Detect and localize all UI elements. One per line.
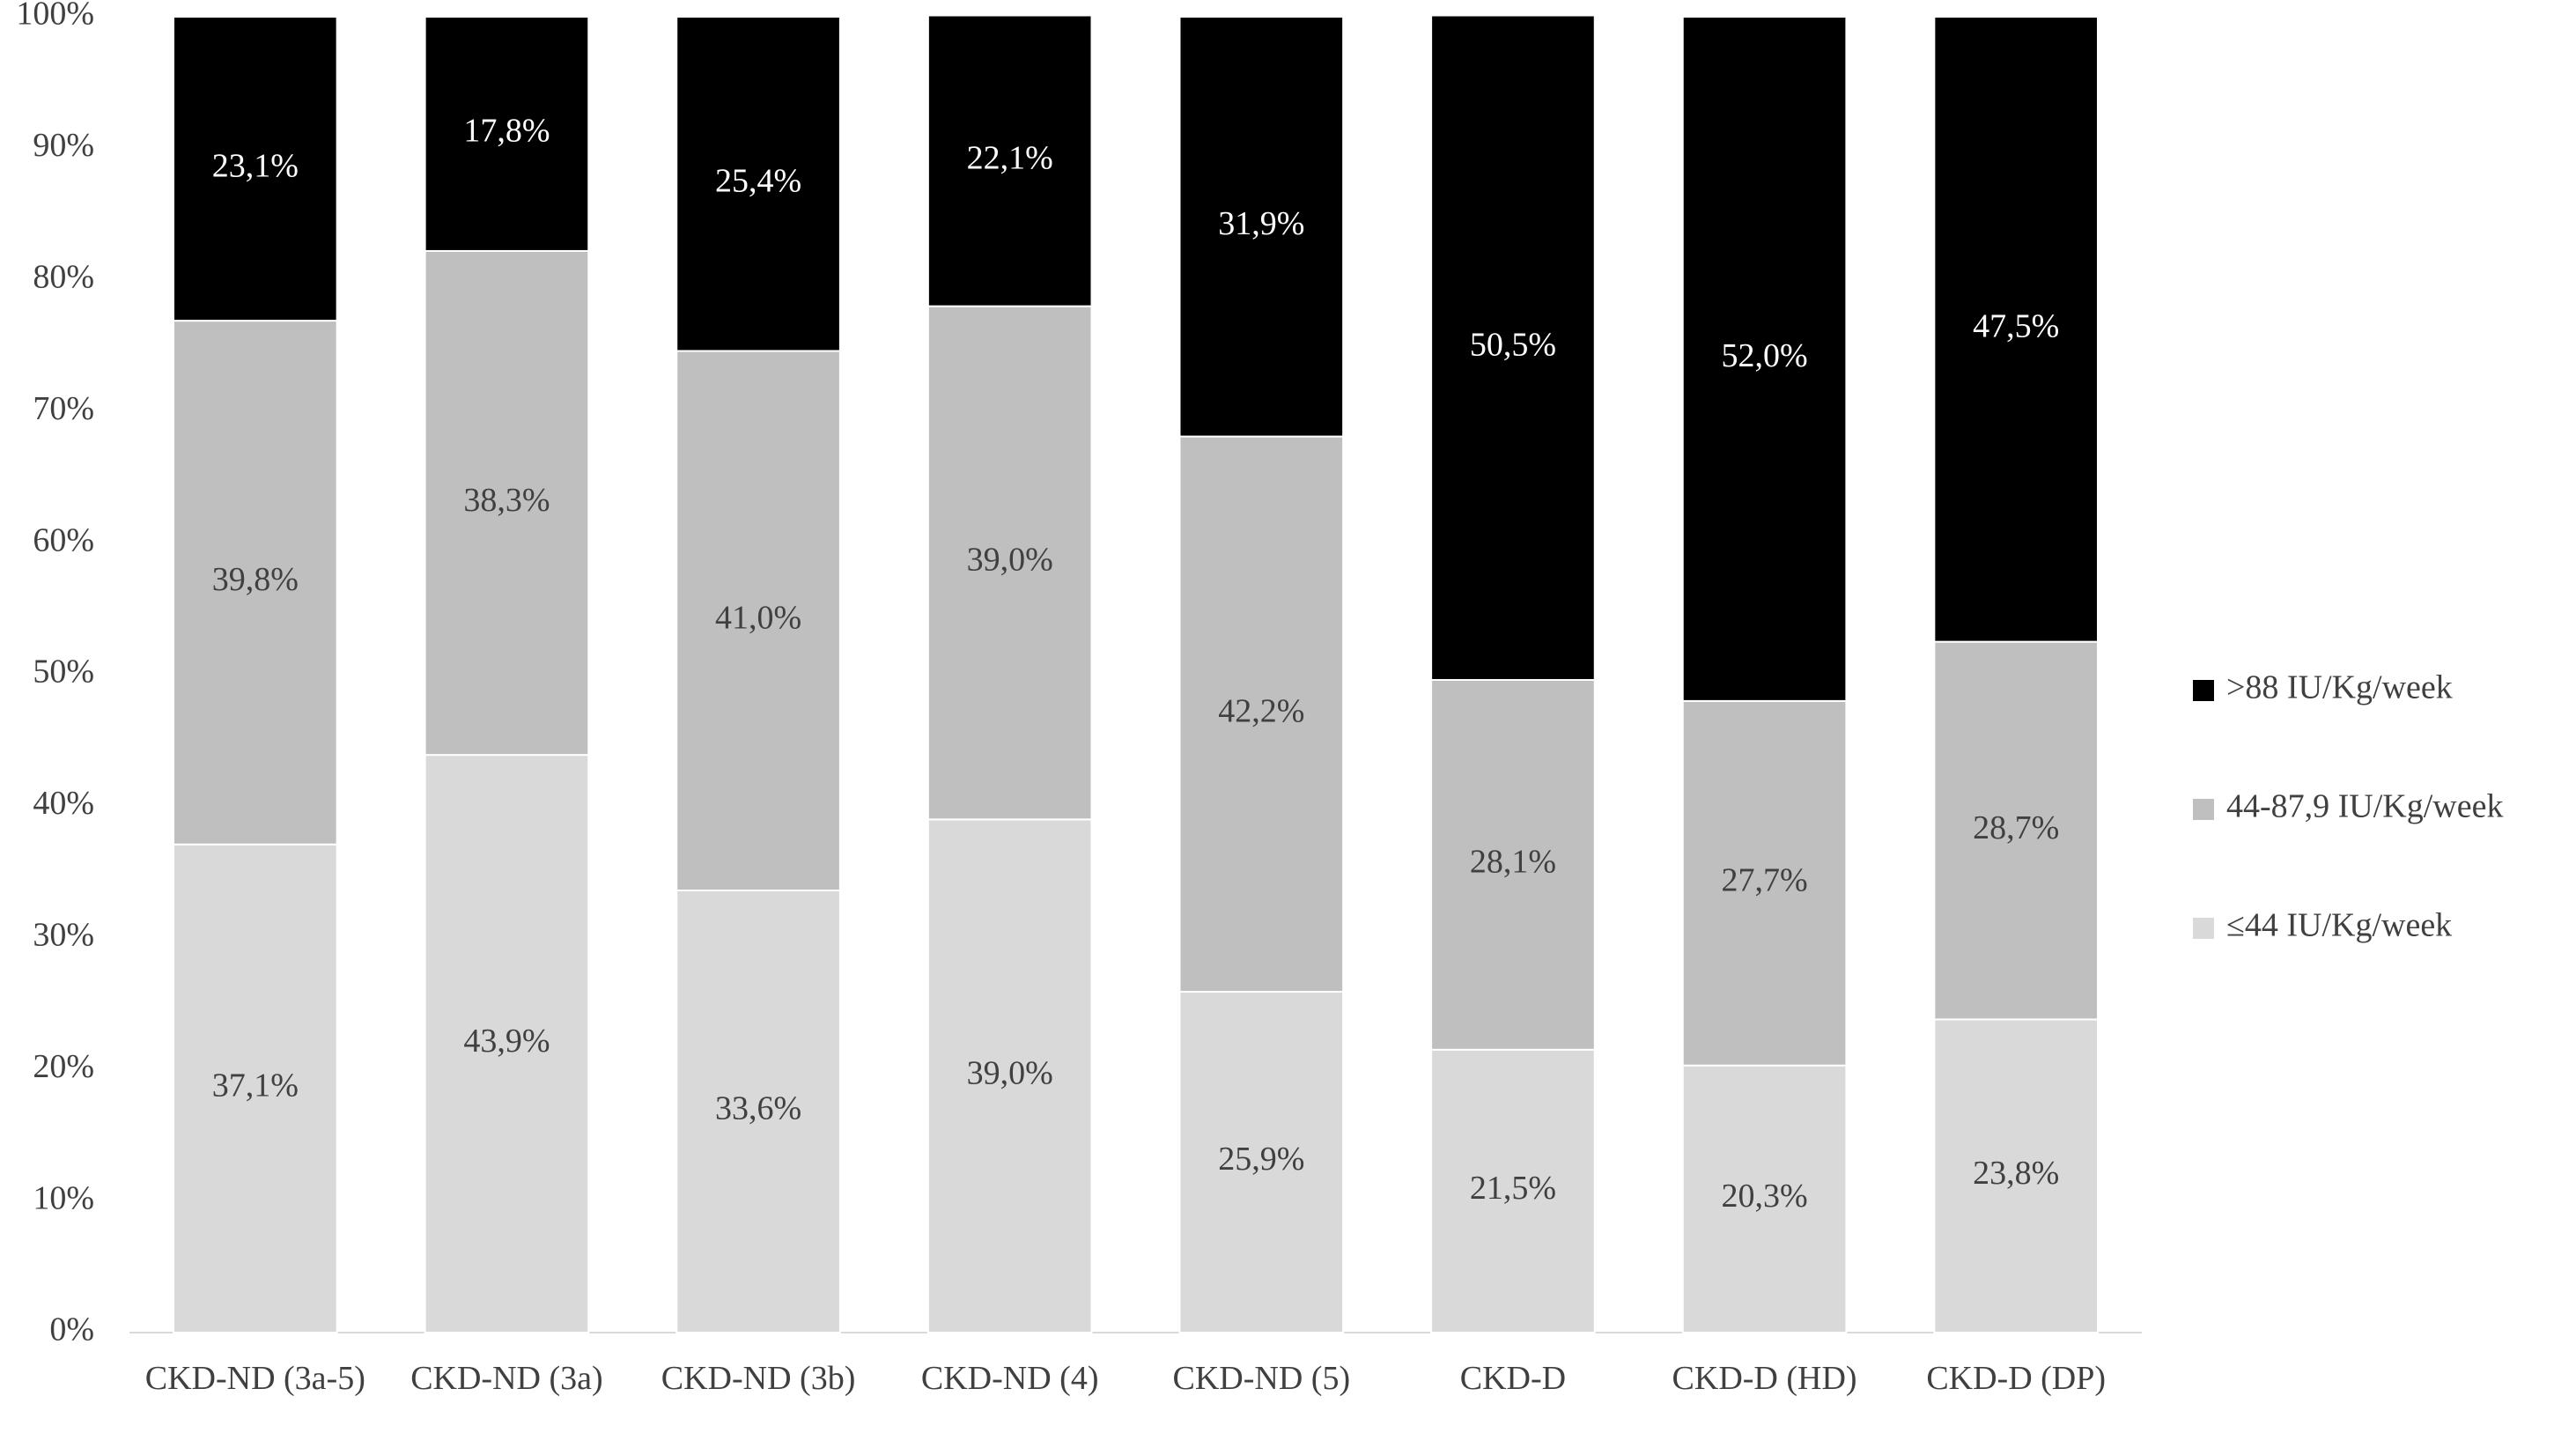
y-tick-label: 90% xyxy=(33,127,94,164)
data-label: 42,2% xyxy=(1218,693,1304,730)
bar-segment xyxy=(1681,699,1848,1067)
y-tick-label: 40% xyxy=(33,785,94,822)
bar-segment xyxy=(1681,1064,1848,1334)
legend-swatch xyxy=(2193,799,2214,820)
data-label: 28,7% xyxy=(1973,809,2059,846)
bar-segment xyxy=(1178,435,1345,993)
data-label: 50,5% xyxy=(1470,326,1556,363)
x-tick-label: CKD-D xyxy=(1459,1360,1567,1397)
data-label: 39,0% xyxy=(967,1054,1053,1091)
bar-segment xyxy=(1681,16,1848,702)
bar-segment xyxy=(172,16,338,322)
x-tick-label: CKD-ND (3a) xyxy=(410,1360,603,1397)
bar-segment xyxy=(1178,16,1345,438)
x-tick-label: CKD-ND (3b) xyxy=(661,1360,856,1397)
bar-segment xyxy=(1430,14,1596,681)
data-label: 20,3% xyxy=(1721,1178,1807,1215)
bar-segment xyxy=(926,14,1093,307)
legend-label: 44-87,9 IU/Kg/week xyxy=(2226,788,2503,825)
bar-segment xyxy=(675,350,841,892)
bar-segment xyxy=(1430,678,1596,1051)
data-label: 37,1% xyxy=(212,1067,299,1104)
data-label: 17,8% xyxy=(463,113,550,150)
bar-segment xyxy=(1933,1018,2100,1333)
bar-segment xyxy=(926,818,1093,1333)
y-tick-label: 80% xyxy=(33,259,94,296)
x-tick-label: CKD-D (DP) xyxy=(1926,1360,2107,1397)
data-label: 39,8% xyxy=(212,561,299,598)
legend-label: ≤44 IU/Kg/week xyxy=(2226,907,2452,944)
x-tick-label: CKD-D (HD) xyxy=(1672,1360,1857,1397)
x-tick-label: CKD-ND (3a-5) xyxy=(144,1360,365,1397)
bar-segment xyxy=(675,16,841,352)
bar-segment xyxy=(424,249,590,757)
data-label: 23,1% xyxy=(212,147,299,184)
data-label: 28,1% xyxy=(1470,844,1556,881)
bar-segment xyxy=(1178,991,1345,1333)
data-label: 41,0% xyxy=(715,599,801,636)
data-label: 47,5% xyxy=(1973,308,2059,345)
bar-segment xyxy=(1933,640,2100,1021)
legend-swatch xyxy=(2193,918,2214,939)
bar-segment xyxy=(172,320,338,846)
bar-segment xyxy=(424,754,590,1333)
bar-segment xyxy=(675,890,841,1333)
data-label: 25,4% xyxy=(715,162,801,199)
data-label: 27,7% xyxy=(1721,862,1807,899)
y-tick-label: 50% xyxy=(33,654,94,691)
data-label: 22,1% xyxy=(967,139,1053,176)
y-tick-label: 100% xyxy=(16,0,94,33)
x-tick-label: CKD-ND (5) xyxy=(1172,1360,1351,1397)
y-tick-label: 10% xyxy=(33,1179,94,1216)
bar-segment xyxy=(1430,1048,1596,1334)
data-label: 31,9% xyxy=(1218,205,1304,242)
data-label: 52,0% xyxy=(1721,337,1807,374)
y-tick-label: 0% xyxy=(49,1311,94,1348)
bar-segment xyxy=(424,16,590,252)
bar-segment xyxy=(1933,16,2100,643)
y-tick-label: 70% xyxy=(33,390,94,427)
data-label: 39,0% xyxy=(967,542,1053,579)
data-label: 38,3% xyxy=(463,482,550,519)
data-label: 43,9% xyxy=(463,1023,550,1060)
legend-label: >88 IU/Kg/week xyxy=(2226,669,2453,706)
y-tick-label: 30% xyxy=(33,917,94,954)
data-label: 21,5% xyxy=(1470,1170,1556,1207)
data-label: 33,6% xyxy=(715,1090,801,1127)
data-label: 25,9% xyxy=(1218,1141,1304,1178)
y-tick-label: 60% xyxy=(33,521,94,558)
x-tick-label: CKD-ND (4) xyxy=(920,1360,1099,1397)
bar-segment xyxy=(926,305,1093,821)
legend-swatch xyxy=(2193,680,2214,701)
bar-segment xyxy=(172,843,338,1333)
y-tick-label: 20% xyxy=(33,1048,94,1085)
data-label: 23,8% xyxy=(1973,1155,2059,1192)
